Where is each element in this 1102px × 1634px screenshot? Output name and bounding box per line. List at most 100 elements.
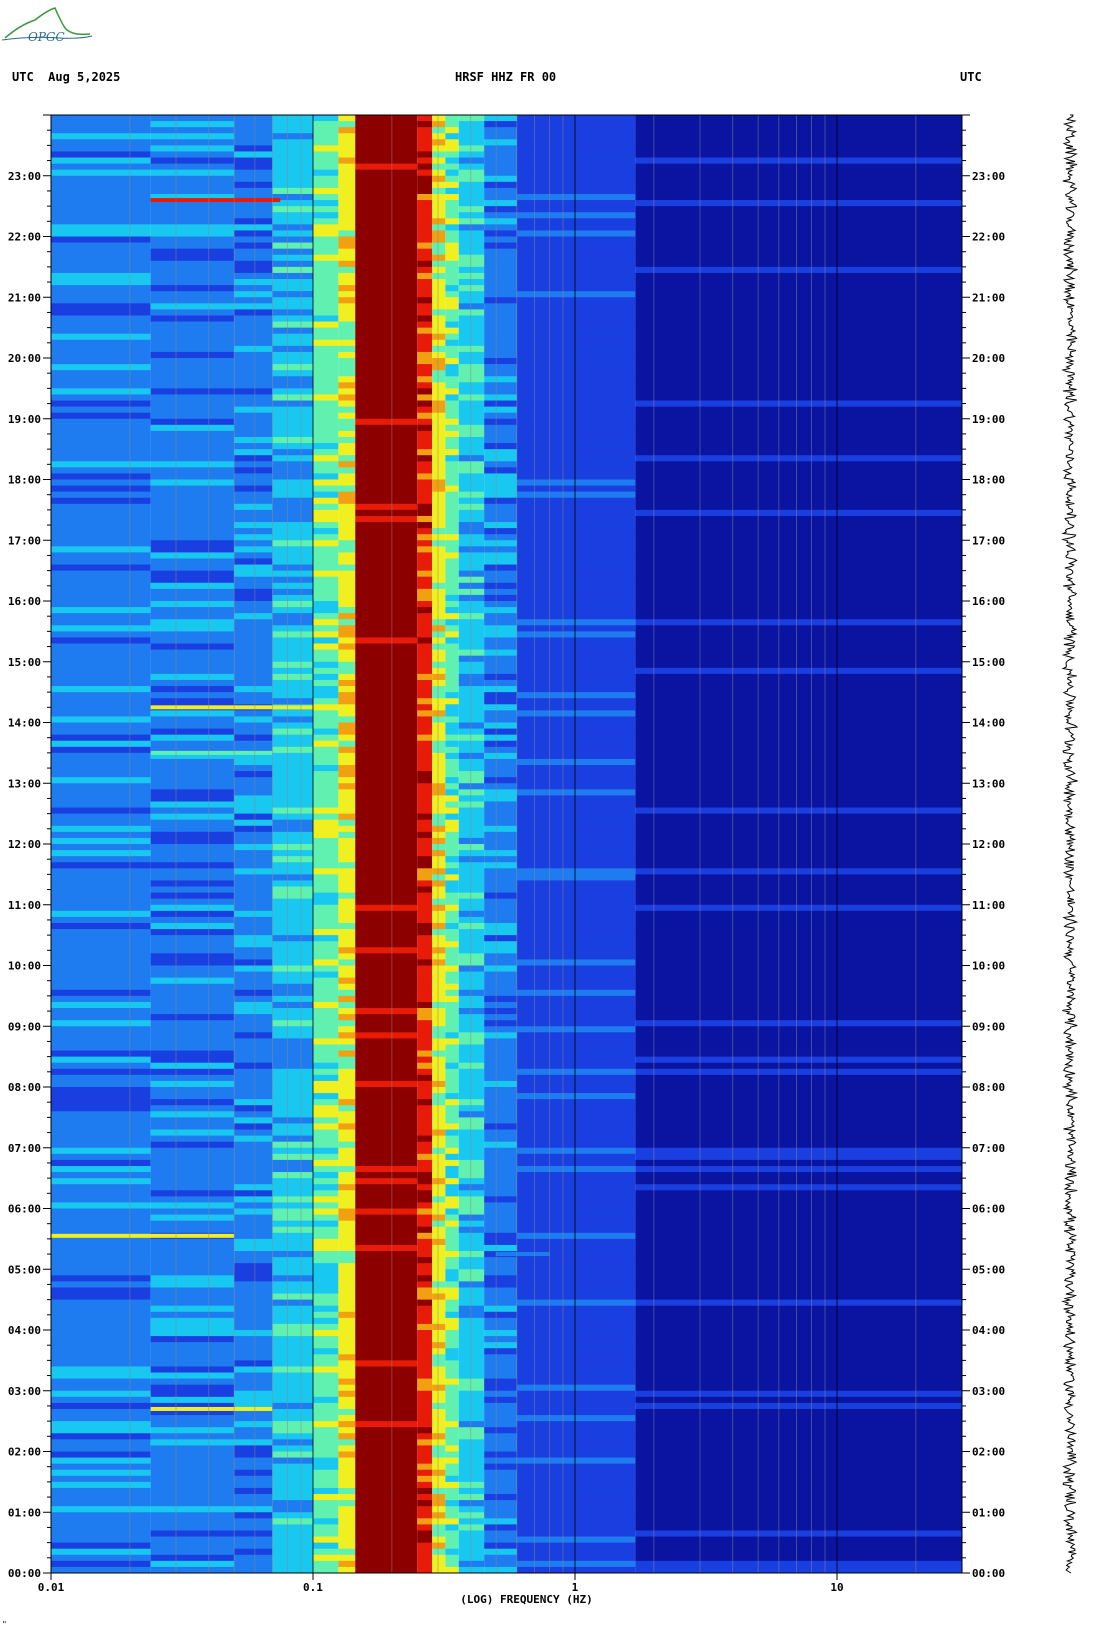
- heat-cell: [150, 825, 235, 833]
- heat-cell: [272, 710, 313, 717]
- heat-cell: [635, 169, 962, 177]
- heat-cell: [516, 193, 636, 201]
- heat-cell: [150, 1506, 235, 1513]
- heat-cell: [445, 862, 459, 869]
- heat-cell: [272, 528, 313, 535]
- heat-cell: [272, 382, 313, 389]
- heat-cell: [417, 734, 433, 742]
- heat-cell: [417, 983, 433, 991]
- heat-cell: [417, 303, 433, 310]
- heat-cell: [484, 1099, 517, 1106]
- heat-cell: [417, 1087, 433, 1094]
- heat-cell: [313, 1323, 339, 1331]
- heat-cell: [445, 995, 459, 1003]
- heat-cell: [484, 218, 517, 225]
- heat-cell: [355, 1427, 418, 1434]
- heat-cell: [150, 400, 235, 408]
- heat-cell: [458, 1402, 485, 1410]
- heat-cell: [51, 1330, 151, 1337]
- heat-cell: [51, 716, 151, 723]
- heat-cell: [417, 728, 433, 736]
- heat-cell: [234, 1105, 273, 1112]
- heat-cell: [234, 400, 273, 408]
- heat-cell: [272, 874, 313, 881]
- heat-cell: [234, 874, 273, 881]
- heat-cell: [313, 716, 339, 723]
- heat-cell: [313, 1275, 339, 1282]
- heat-cell: [516, 977, 636, 985]
- heat-cell: [484, 1117, 517, 1124]
- heat-cell: [272, 1141, 313, 1149]
- heat-cell: [458, 941, 485, 948]
- heat-cell: [234, 297, 273, 304]
- heat-cell: [338, 388, 356, 395]
- heat-cell: [484, 1165, 517, 1173]
- heat-cell: [484, 1226, 517, 1234]
- heat-cell: [417, 534, 433, 541]
- heat-cell: [445, 145, 459, 152]
- heat-cell: [150, 1348, 235, 1355]
- heat-cell: [338, 1524, 356, 1531]
- heat-cell: [484, 728, 517, 736]
- heat-cell: [51, 874, 151, 881]
- heat-cell: [51, 151, 151, 158]
- heat-cell: [432, 1445, 446, 1452]
- heat-cell: [432, 1275, 446, 1282]
- heat-cell: [417, 1536, 433, 1544]
- heat-cell: [484, 1457, 517, 1465]
- heat-cell: [313, 1287, 339, 1294]
- heat-cell: [635, 1184, 962, 1191]
- heat-cell: [417, 163, 433, 171]
- heat-cell: [635, 1560, 962, 1568]
- heat-cell: [272, 1524, 313, 1531]
- heat-cell: [458, 1099, 485, 1106]
- heat-cell: [635, 564, 962, 572]
- heat-cell: [445, 983, 459, 991]
- heat-cell: [445, 418, 459, 426]
- heat-cell: [313, 552, 339, 559]
- heat-cell: [313, 1147, 339, 1155]
- heat-cell: [417, 370, 433, 377]
- heat-cell: [432, 406, 446, 414]
- heat-cell: [355, 364, 418, 371]
- heat-cell: [635, 1190, 962, 1197]
- heat-cell: [355, 303, 418, 310]
- heat-cell: [150, 1402, 235, 1410]
- heat-cell: [234, 115, 273, 122]
- heat-cell: [458, 1111, 485, 1118]
- heat-cell: [51, 1530, 151, 1537]
- heat-cell: [272, 771, 313, 778]
- heat-cell: [313, 406, 339, 414]
- heat-cell: [313, 139, 339, 146]
- heat-cell: [516, 1202, 636, 1209]
- heat-cell: [51, 1056, 151, 1064]
- heat-cell: [355, 935, 418, 942]
- heat-cell: [445, 1330, 459, 1337]
- heat-cell: [445, 1050, 459, 1058]
- heat-cell: [355, 1415, 418, 1422]
- heat-cell: [635, 1093, 962, 1100]
- heat-cell: [417, 929, 433, 936]
- heat-cell: [635, 418, 962, 426]
- heat-cell: [272, 485, 313, 493]
- heat-cell: [150, 862, 235, 869]
- heat-cell: [51, 285, 151, 292]
- heat-cell: [635, 467, 962, 474]
- heat-cell: [484, 637, 517, 644]
- heat-cell: [458, 722, 485, 729]
- heat-cell: [516, 1172, 636, 1179]
- heat-cell: [272, 1372, 313, 1380]
- heat-cell: [432, 552, 446, 559]
- heat-cell: [635, 613, 962, 620]
- heat-cell: [635, 637, 962, 644]
- heat-cell: [313, 722, 339, 729]
- heat-cell: [432, 844, 446, 851]
- event-streak: [150, 705, 313, 710]
- heat-cell: [516, 1463, 636, 1471]
- heat-cell: [51, 418, 151, 426]
- heat-cell: [272, 509, 313, 517]
- heat-cell: [516, 704, 636, 711]
- heat-cell: [51, 789, 151, 796]
- heat-cell: [234, 765, 273, 772]
- heat-cell: [458, 1518, 485, 1525]
